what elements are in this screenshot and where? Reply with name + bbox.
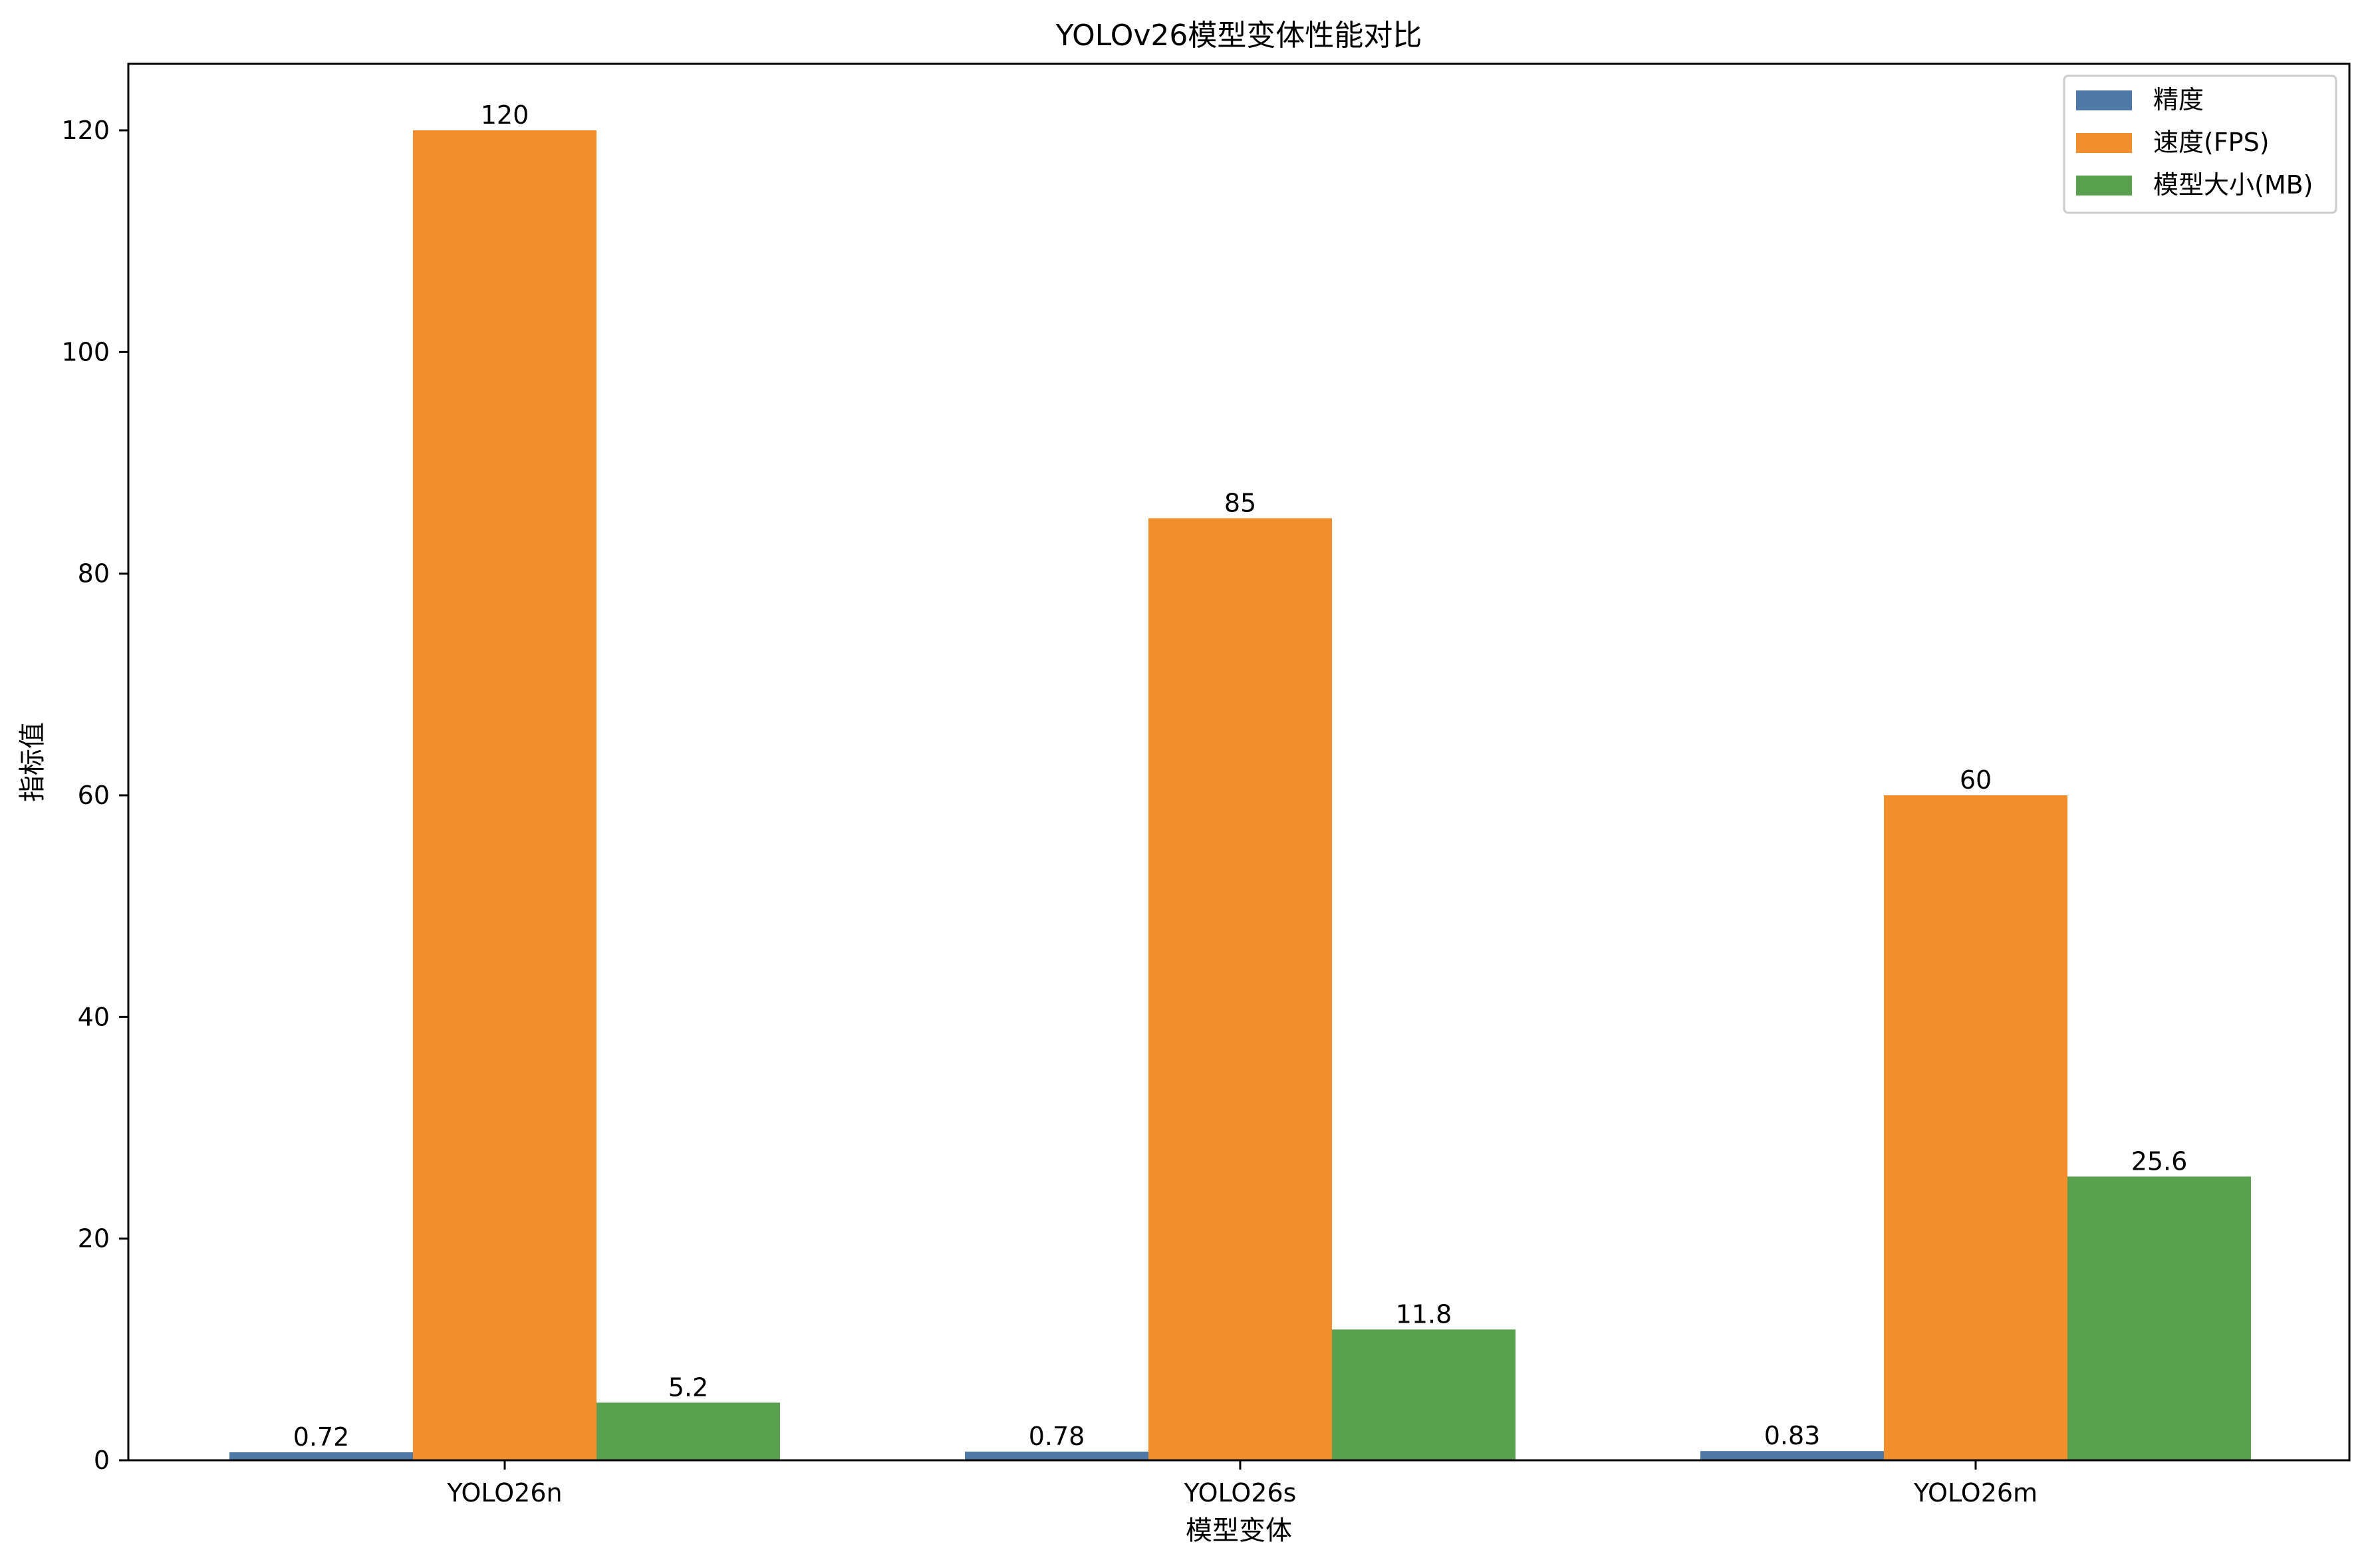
x-axis-label: 模型变体 — [1186, 1515, 1292, 1546]
x-tick-label: YOLO26m — [1913, 1478, 2038, 1507]
bar-1-YOLO26s — [965, 1452, 1148, 1460]
y-axis: 0 20 40 60 80 100 120 — [61, 116, 128, 1475]
data-label-3-YOLO26m: 25.6 — [2131, 1146, 2188, 1176]
data-label-1-YOLO26m: 0.83 — [1764, 1421, 1821, 1450]
bar-2-YOLO26n — [413, 130, 596, 1460]
bar-3-YOLO26s — [1332, 1329, 1515, 1460]
chart-title: YOLOv26模型变体性能对比 — [1055, 19, 1422, 53]
data-label-1-YOLO26s: 0.78 — [1029, 1422, 1085, 1451]
legend-swatch-1 — [2076, 90, 2132, 110]
data-label-3-YOLO26n: 5.2 — [668, 1372, 708, 1402]
legend-box — [2063, 74, 2337, 214]
data-label-2-YOLO26n: 120 — [481, 100, 529, 130]
legend-swatch-3 — [2076, 176, 2132, 196]
bar-2-YOLO26m — [1884, 795, 2067, 1460]
y-axis-label: 指标值 — [17, 722, 48, 802]
y-tick-label: 20 — [78, 1224, 110, 1253]
bar-2-YOLO26s — [1148, 518, 1332, 1461]
legend-label-2: 速度(FPS) — [2153, 128, 2270, 157]
x-axis: YOLO26n YOLO26s YOLO26m — [446, 1460, 2038, 1507]
bar-1-YOLO26m — [1700, 1451, 1884, 1460]
data-label-2-YOLO26s: 85 — [1224, 488, 1256, 517]
y-tick-label: 100 — [61, 337, 110, 366]
bar-3-YOLO26m — [2067, 1176, 2251, 1460]
x-tick-label: YOLO26s — [1184, 1478, 1297, 1507]
y-tick-label: 60 — [78, 781, 110, 810]
y-tick-label: 120 — [61, 116, 110, 145]
legend-swatch-2 — [2076, 133, 2132, 153]
y-tick-label: 40 — [78, 1002, 110, 1031]
data-labels-group: 0.72 0.78 0.83 120 85 60 5.2 11.8 25.6 — [293, 100, 2188, 1452]
data-label-1-YOLO26n: 0.72 — [293, 1422, 350, 1452]
y-tick-label: 80 — [78, 559, 110, 588]
data-label-2-YOLO26m: 60 — [1960, 765, 1992, 795]
y-tick-label: 0 — [94, 1446, 110, 1475]
data-label-3-YOLO26s: 11.8 — [1396, 1299, 1452, 1329]
bar-1-YOLO26n — [229, 1452, 413, 1460]
bars-group — [229, 130, 2251, 1461]
x-tick-label: YOLO26n — [446, 1478, 562, 1507]
plot-frame — [127, 63, 2351, 1462]
legend-label-1: 精度 — [2153, 85, 2204, 114]
legend-label-3: 模型大小(MB) — [2153, 170, 2313, 199]
bar-3-YOLO26n — [596, 1402, 780, 1460]
